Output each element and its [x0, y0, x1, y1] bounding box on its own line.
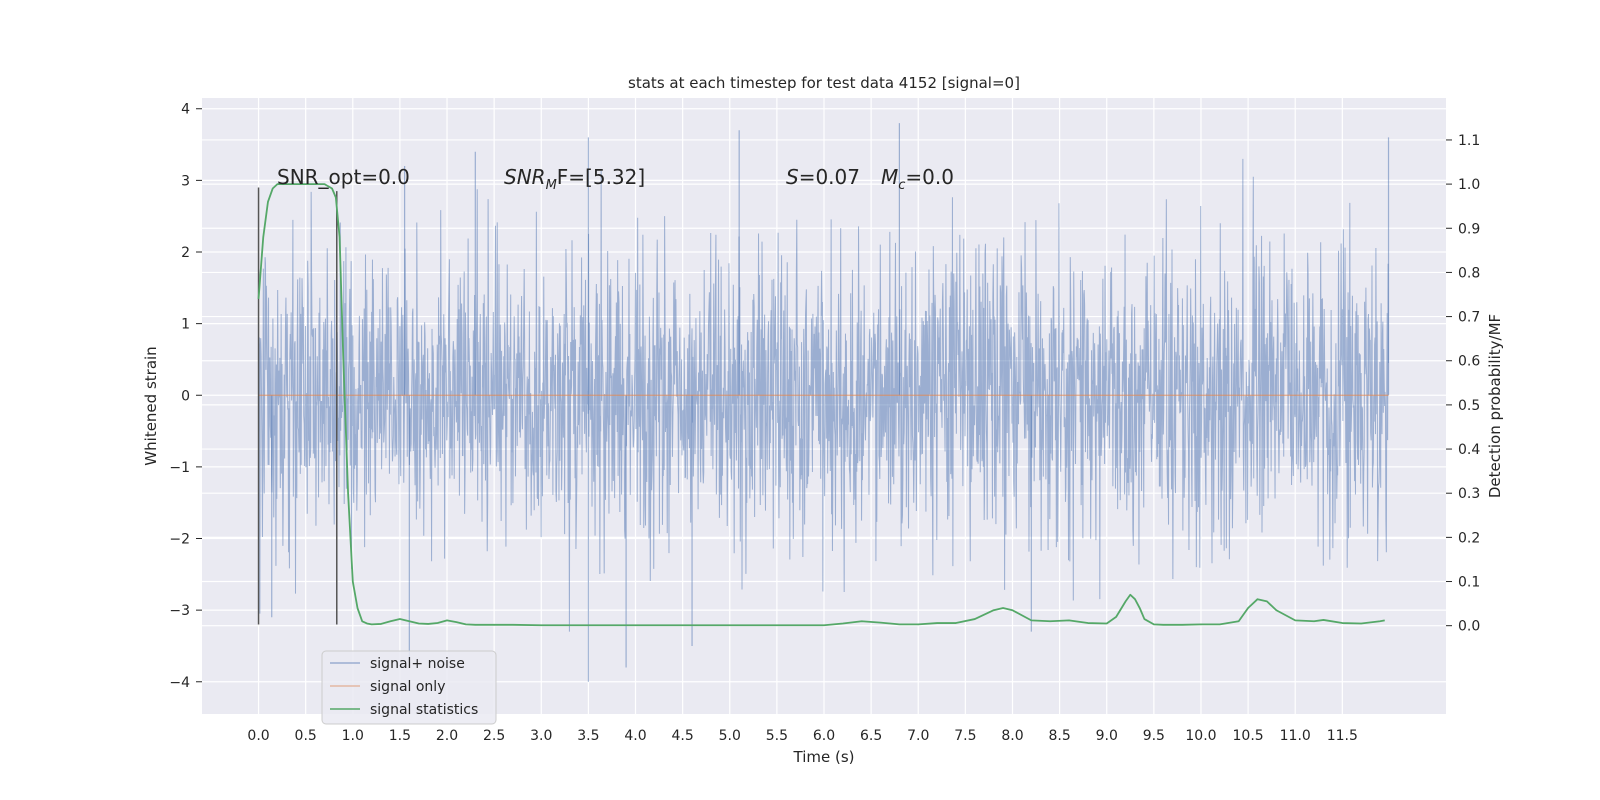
y-tick-label: 0 [181, 388, 190, 404]
y2-tick-label: 0.5 [1458, 398, 1480, 414]
x-tick-label: 5.5 [766, 728, 788, 744]
noise-trace [258, 158, 1390, 632]
x-tick-label: 4.0 [624, 728, 646, 744]
y-tick-label: 1 [181, 317, 190, 333]
legend-label-stats: signal statistics [370, 702, 478, 718]
legend-label-noise: signal+ noise [370, 656, 465, 672]
x-tick-label: 4.5 [672, 728, 694, 744]
right-y-axis-label: Detection probability/MF [1486, 314, 1504, 498]
mc-annotation: Mc=0.0 [881, 165, 954, 193]
signal-statistics-line [257, 183, 1385, 627]
s-label: S [786, 165, 799, 189]
x-tick-label: 8.5 [1048, 728, 1070, 744]
y-tick-label: 4 [181, 102, 190, 118]
x-tick-label: 6.0 [813, 728, 835, 744]
signal-plus-noise-series [258, 123, 1390, 682]
x-tick-label: 10.0 [1185, 728, 1216, 744]
x-tick-label: 7.0 [907, 728, 929, 744]
x-tick-label: 10.5 [1233, 728, 1264, 744]
snr-mf-subscript: M [546, 178, 557, 193]
x-tick-label: 5.0 [719, 728, 741, 744]
legend-box [321, 650, 497, 725]
x-tick-label: 2.0 [436, 728, 458, 744]
x-tick-label: 6.5 [860, 728, 882, 744]
x-tick-label: 11.0 [1280, 728, 1311, 744]
y-tick-label: −2 [169, 532, 190, 548]
annotations: SNR_opt=0.0 SNRMF=[5.32] S=0.07 Mc=0.0 [277, 165, 954, 193]
axes: 0.0 0.5 1.0 1.5 2.0 2.5 3.0 3.5 4.0 4.5 5.0 5.5 6.0 6… [169, 102, 1480, 744]
y2-tick-label: 0.0 [1458, 619, 1480, 635]
y-axis-label: Whitened strain [142, 346, 160, 465]
mc-subscript: c [898, 178, 905, 193]
x-axis-label: Time (s) [793, 748, 855, 766]
chart-title: stats at each timestep for test data 415… [628, 74, 1020, 92]
legend-label-signal: signal only [370, 679, 445, 695]
mc-value: =0.0 [905, 165, 954, 189]
x-tick-label: 0.5 [295, 728, 317, 744]
y2-tick-label: 1.0 [1458, 177, 1480, 193]
x-tick-label: 8.0 [1001, 728, 1023, 744]
y-tick-label: −4 [169, 675, 190, 691]
line-series [257, 183, 1389, 627]
snr-mf-annotation: SNRMF=[5.32] [504, 165, 645, 193]
x-tick-label: 2.5 [483, 728, 505, 744]
x-tick-label: 7.5 [954, 728, 976, 744]
y-tick-label: 3 [181, 173, 190, 189]
x-tick-label: 9.5 [1143, 728, 1165, 744]
y2-tick-label: 0.3 [1458, 486, 1480, 502]
y2-tick-label: 0.6 [1458, 354, 1480, 370]
y2-tick-label: 1.1 [1458, 133, 1480, 149]
y-tick-label: −1 [169, 460, 190, 476]
x-tick-label: 11.5 [1327, 728, 1358, 744]
x-tick-label: 9.0 [1096, 728, 1118, 744]
y2-tick-label: 0.1 [1458, 575, 1480, 591]
mc-label: M [881, 165, 898, 189]
legend: signal+ noise signal only signal statist… [321, 650, 497, 725]
x-tick-label: 3.0 [530, 728, 552, 744]
snr-mf-main: SNR [504, 165, 546, 189]
x-tick-label: 1.0 [342, 728, 364, 744]
y2-tick-label: 0.7 [1458, 310, 1480, 326]
s-annotation: S=0.07 [786, 165, 860, 189]
snr-opt-annotation: SNR_opt=0.0 [277, 165, 410, 189]
x-tick-label: 3.5 [577, 728, 599, 744]
x-tick-label: 0.0 [247, 728, 269, 744]
y2-tick-label: 0.8 [1458, 265, 1480, 281]
y-tick-label: −3 [169, 603, 190, 619]
x-tick-label: 1.5 [389, 728, 411, 744]
y2-tick-label: 0.4 [1458, 442, 1480, 458]
y2-tick-label: 0.9 [1458, 221, 1480, 237]
y2-tick-label: 0.2 [1458, 530, 1480, 546]
y-tick-label: 2 [181, 245, 190, 261]
snr-mf-rest: F=[5.32] [557, 165, 645, 189]
s-value: =0.07 [799, 165, 860, 189]
